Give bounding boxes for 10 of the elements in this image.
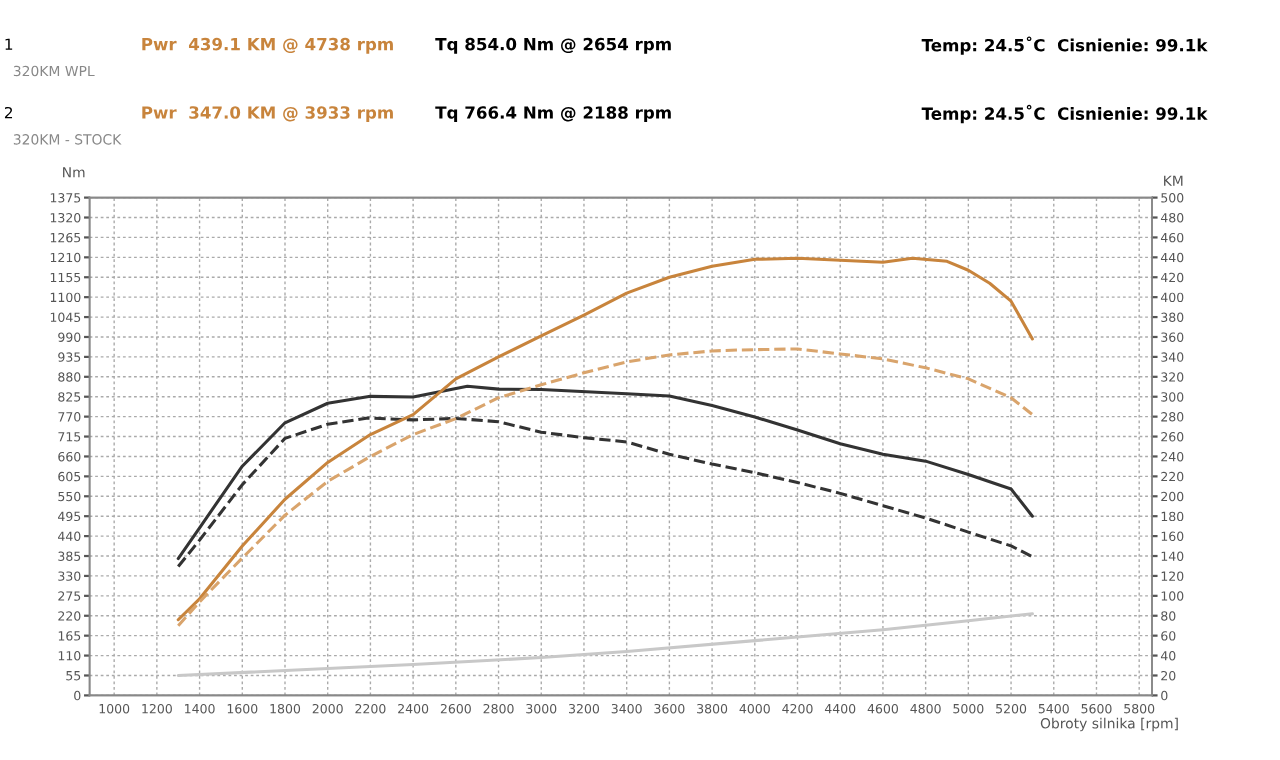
line-series — [176, 384, 1034, 561]
text: Pwr 347.0 KM @ 3933 rpm — [142, 106, 393, 123]
text: Tq 854.0 Nm @ 2654 rpm — [435, 37, 671, 54]
line-series — [176, 256, 1034, 622]
text: Pwr 439.1 KM @ 4738 rpm — [142, 37, 393, 54]
line-series — [176, 347, 1034, 628]
text: Tq 766.4 Nm @ 2188 rpm — [435, 106, 671, 123]
text: Temp: 24.5˚C Cisnienie: 99.1k — [921, 104, 1208, 124]
text: Temp: 24.5˚C Cisnienie: 99.1k — [921, 36, 1208, 55]
line-series — [176, 612, 1034, 678]
